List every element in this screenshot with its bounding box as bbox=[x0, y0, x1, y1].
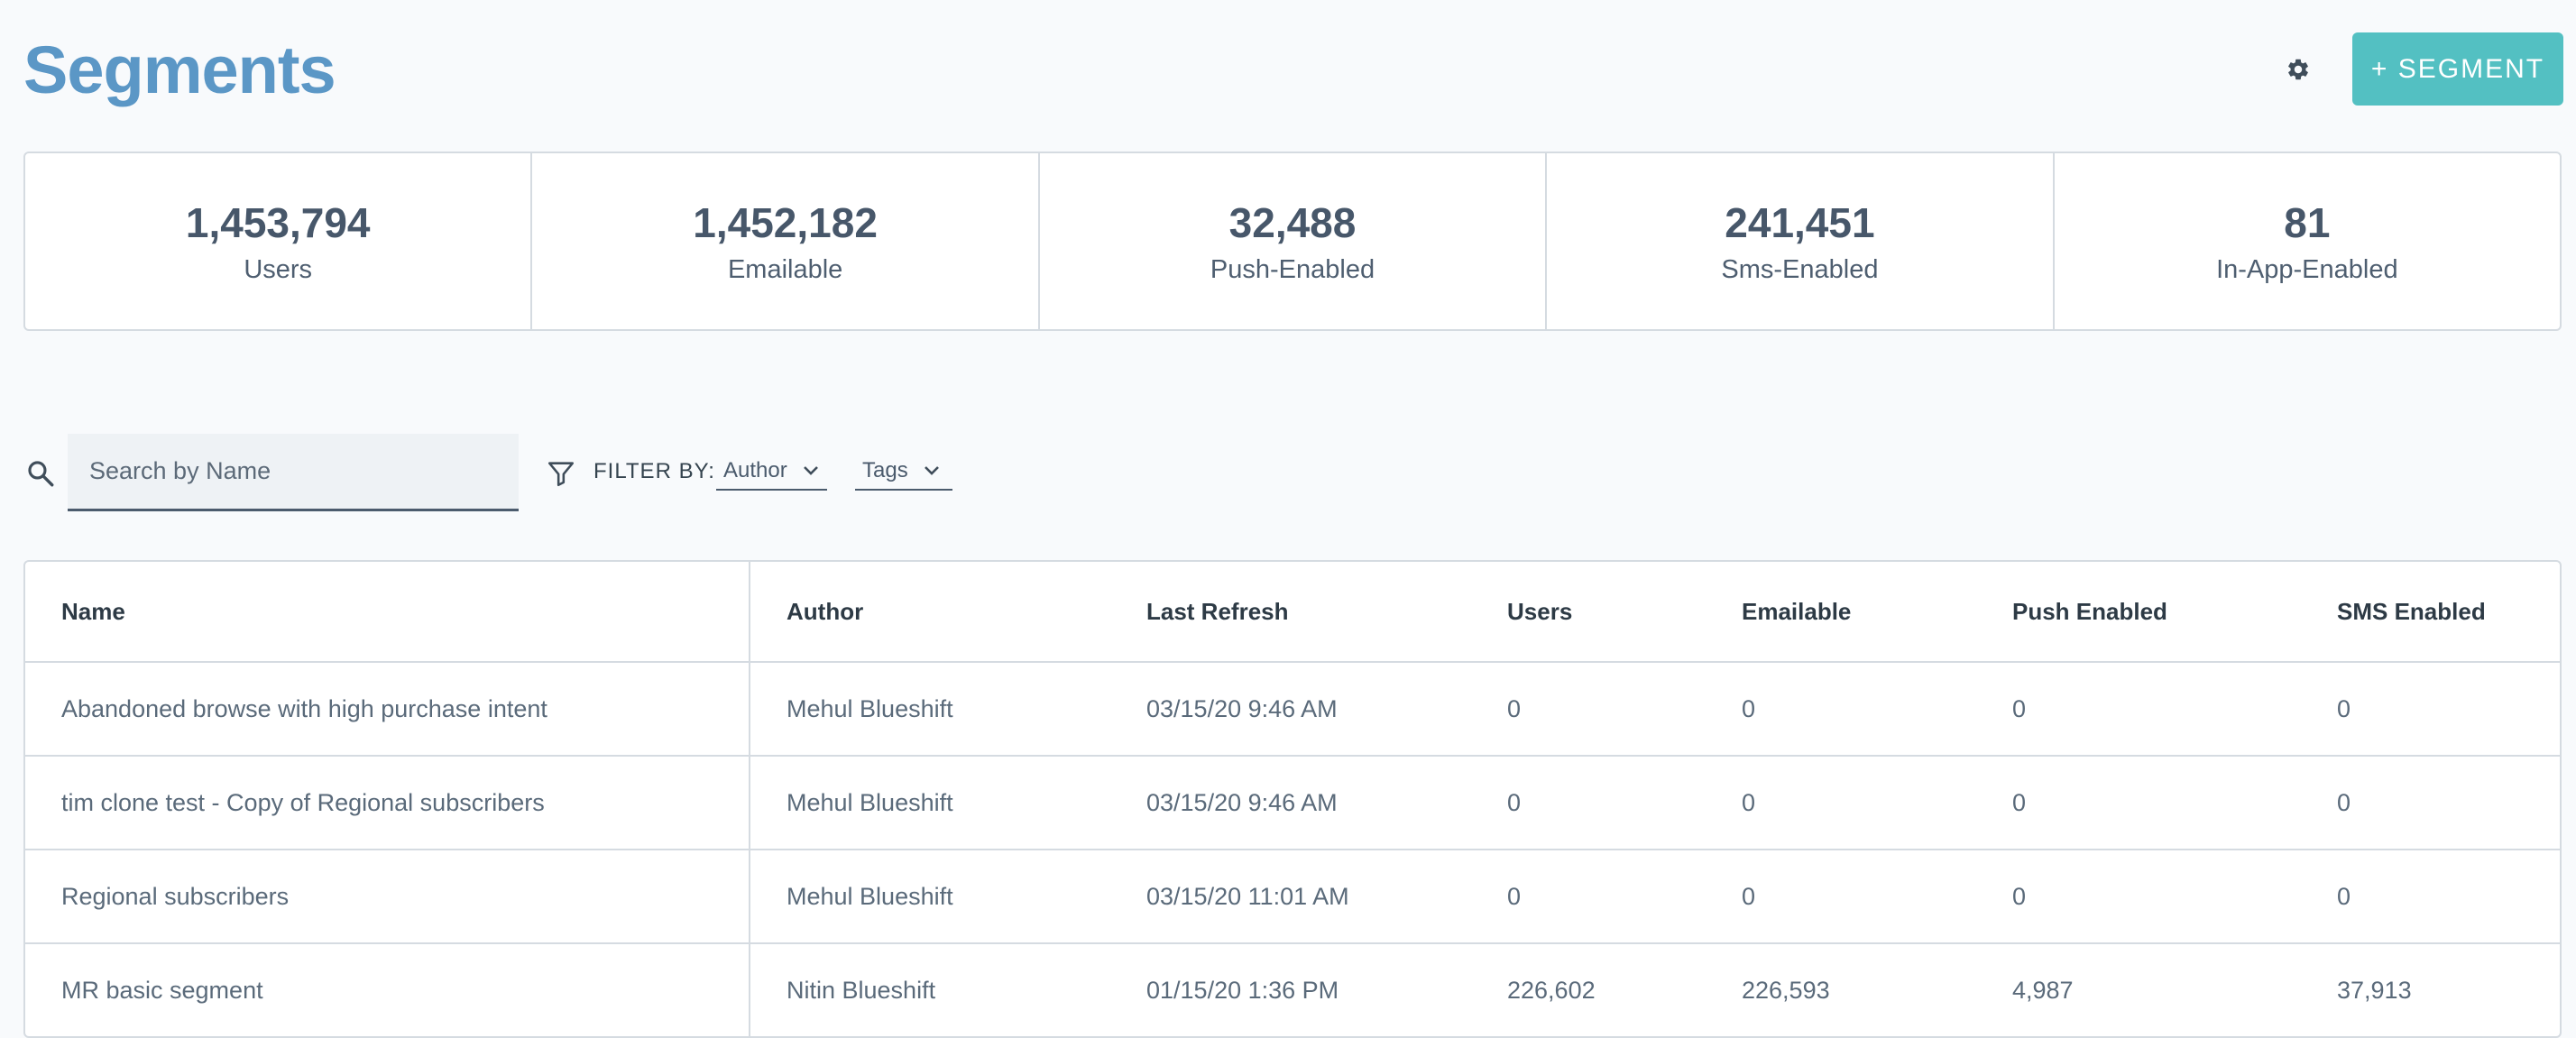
chevron-down-icon bbox=[802, 458, 820, 483]
cell-push-enabled: 0 bbox=[1976, 662, 2301, 757]
stat-value: 81 bbox=[2284, 199, 2331, 246]
table-row[interactable]: tim clone test - Copy of Regional subscr… bbox=[25, 756, 2560, 850]
column-header-sms-enabled[interactable]: SMS Enabled bbox=[2301, 562, 2560, 663]
stat-users: 1,453,794 Users bbox=[25, 153, 533, 329]
table-row[interactable]: Regional subscribers Mehul Blueshift 03/… bbox=[25, 850, 2560, 944]
cell-author: Mehul Blueshift bbox=[750, 662, 1110, 757]
cell-push-enabled: 4,987 bbox=[1976, 943, 2301, 1036]
chevron-down-icon bbox=[923, 458, 941, 483]
cell-push-enabled: 0 bbox=[1976, 756, 2301, 850]
cell-last-refresh: 03/15/20 9:46 AM bbox=[1110, 662, 1471, 757]
table-row[interactable]: MR basic segment Nitin Blueshift 01/15/2… bbox=[25, 943, 2560, 1036]
cell-author: Nitin Blueshift bbox=[750, 943, 1110, 1036]
gear-icon bbox=[2286, 57, 2311, 85]
cell-push-enabled: 0 bbox=[1976, 850, 2301, 944]
search-input[interactable] bbox=[68, 434, 519, 511]
tags-filter-dropdown[interactable]: Tags bbox=[855, 453, 952, 491]
cell-last-refresh: 03/15/20 11:01 AM bbox=[1110, 850, 1471, 944]
cell-users: 0 bbox=[1471, 662, 1706, 757]
stat-label: Push-Enabled bbox=[1210, 255, 1375, 284]
column-header-emailable[interactable]: Emailable bbox=[1706, 562, 1976, 663]
cell-sms-enabled: 0 bbox=[2301, 662, 2560, 757]
cell-name[interactable]: Regional subscribers bbox=[25, 850, 750, 944]
cell-sms-enabled: 0 bbox=[2301, 756, 2560, 850]
table-row[interactable]: Abandoned browse with high purchase inte… bbox=[25, 662, 2560, 757]
cell-name[interactable]: MR basic segment bbox=[25, 943, 750, 1036]
stat-label: Sms-Enabled bbox=[1721, 255, 1879, 284]
segments-table: Name Author Last Refresh Users Emailable… bbox=[23, 560, 2562, 1038]
cell-last-refresh: 03/15/20 9:46 AM bbox=[1110, 756, 1471, 850]
cell-author: Mehul Blueshift bbox=[750, 850, 1110, 944]
author-filter-dropdown[interactable]: Author bbox=[716, 453, 827, 491]
stat-emailable: 1,452,182 Emailable bbox=[532, 153, 1040, 329]
stat-label: Users bbox=[244, 255, 313, 284]
add-segment-button[interactable]: + SEGMENT bbox=[2352, 32, 2563, 106]
cell-sms-enabled: 0 bbox=[2301, 850, 2560, 944]
cell-emailable: 226,593 bbox=[1706, 943, 1976, 1036]
stat-value: 1,452,182 bbox=[693, 199, 878, 246]
stat-value: 1,453,794 bbox=[185, 199, 371, 246]
filter-icon bbox=[546, 458, 576, 493]
cell-last-refresh: 01/15/20 1:36 PM bbox=[1110, 943, 1471, 1036]
stat-label: Emailable bbox=[727, 255, 843, 284]
cell-emailable: 0 bbox=[1706, 756, 1976, 850]
stats-summary: 1,453,794 Users 1,452,182 Emailable 32,4… bbox=[23, 152, 2562, 331]
filter-label: FILTER BY: bbox=[593, 459, 715, 483]
stat-label: In-App-Enabled bbox=[2216, 255, 2398, 284]
stat-value: 241,451 bbox=[1725, 199, 1875, 246]
column-header-last-refresh[interactable]: Last Refresh bbox=[1110, 562, 1471, 663]
tags-filter-label: Tags bbox=[862, 458, 908, 482]
cell-name[interactable]: tim clone test - Copy of Regional subscr… bbox=[25, 756, 750, 850]
cell-emailable: 0 bbox=[1706, 662, 1976, 757]
author-filter-label: Author bbox=[723, 458, 787, 482]
cell-emailable: 0 bbox=[1706, 850, 1976, 944]
column-header-push-enabled[interactable]: Push Enabled bbox=[1976, 562, 2301, 663]
stat-in-app-enabled: 81 In-App-Enabled bbox=[2055, 153, 2560, 329]
column-header-name[interactable]: Name bbox=[25, 562, 750, 663]
cell-users: 0 bbox=[1471, 756, 1706, 850]
table-header-row: Name Author Last Refresh Users Emailable… bbox=[25, 562, 2560, 663]
cell-users: 226,602 bbox=[1471, 943, 1706, 1036]
column-header-author[interactable]: Author bbox=[750, 562, 1110, 663]
cell-sms-enabled: 37,913 bbox=[2301, 943, 2560, 1036]
cell-users: 0 bbox=[1471, 850, 1706, 944]
cell-author: Mehul Blueshift bbox=[750, 756, 1110, 850]
column-header-users[interactable]: Users bbox=[1471, 562, 1706, 663]
page-title: Segments bbox=[23, 32, 336, 107]
stat-value: 32,488 bbox=[1228, 199, 1357, 246]
search-icon bbox=[25, 458, 56, 493]
settings-button[interactable] bbox=[2282, 54, 2314, 87]
stat-push-enabled: 32,488 Push-Enabled bbox=[1040, 153, 1548, 329]
stat-sms-enabled: 241,451 Sms-Enabled bbox=[1547, 153, 2055, 329]
add-segment-label: + SEGMENT bbox=[2370, 53, 2545, 84]
cell-name[interactable]: Abandoned browse with high purchase inte… bbox=[25, 662, 750, 757]
